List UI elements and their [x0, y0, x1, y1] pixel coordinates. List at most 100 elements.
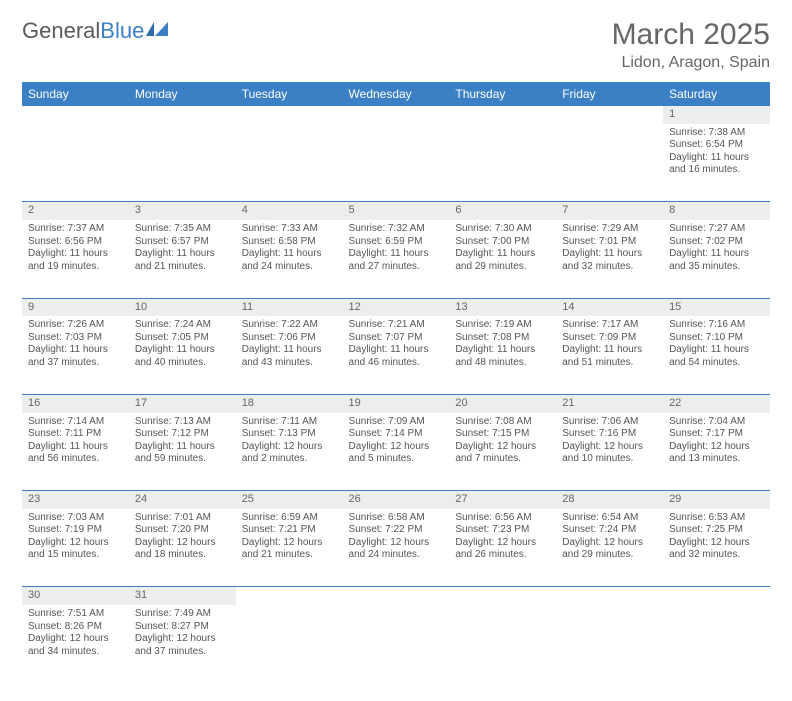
day-cell: Sunrise: 7:33 AMSunset: 6:58 PMDaylight:…	[236, 220, 343, 298]
day-cell: Sunrise: 7:08 AMSunset: 7:15 PMDaylight:…	[449, 413, 556, 491]
calendar-table: SundayMondayTuesdayWednesdayThursdayFrid…	[22, 82, 770, 683]
sunrise-line: Sunrise: 7:01 AM	[135, 512, 230, 525]
daylight-line: Daylight: 12 hours and 26 minutes.	[455, 537, 550, 562]
daylight-line: Daylight: 12 hours and 15 minutes.	[28, 537, 123, 562]
day-cell: Sunrise: 7:37 AMSunset: 6:56 PMDaylight:…	[22, 220, 129, 298]
daylight-line: Daylight: 11 hours and 24 minutes.	[242, 248, 337, 273]
day-number-row: 1	[22, 106, 770, 124]
day-number-row: 9101112131415	[22, 298, 770, 316]
day-cell: Sunrise: 7:09 AMSunset: 7:14 PMDaylight:…	[343, 413, 450, 491]
sunset-line: Sunset: 7:24 PM	[562, 524, 657, 537]
day-cell	[343, 605, 450, 683]
sunrise-line: Sunrise: 7:38 AM	[669, 127, 764, 140]
day-number: 11	[236, 298, 343, 316]
title-block: March 2025 Lidon, Aragon, Spain	[612, 18, 770, 72]
day-cell	[129, 124, 236, 202]
day-cell: Sunrise: 7:11 AMSunset: 7:13 PMDaylight:…	[236, 413, 343, 491]
day-number	[449, 106, 556, 124]
sunset-line: Sunset: 7:03 PM	[28, 332, 123, 345]
day-number: 28	[556, 491, 663, 509]
daylight-line: Daylight: 12 hours and 7 minutes.	[455, 441, 550, 466]
daylight-line: Daylight: 12 hours and 24 minutes.	[349, 537, 444, 562]
sunset-line: Sunset: 7:16 PM	[562, 428, 657, 441]
sunrise-line: Sunrise: 7:26 AM	[28, 319, 123, 332]
sunrise-line: Sunrise: 7:03 AM	[28, 512, 123, 525]
sunset-line: Sunset: 8:27 PM	[135, 621, 230, 634]
day-cell: Sunrise: 7:14 AMSunset: 7:11 PMDaylight:…	[22, 413, 129, 491]
day-number: 19	[343, 394, 450, 412]
sunrise-line: Sunrise: 7:08 AM	[455, 416, 550, 429]
daylight-line: Daylight: 11 hours and 54 minutes.	[669, 344, 764, 369]
day-number: 2	[22, 202, 129, 220]
sunset-line: Sunset: 6:54 PM	[669, 139, 764, 152]
sunset-line: Sunset: 7:12 PM	[135, 428, 230, 441]
sunrise-line: Sunrise: 7:09 AM	[349, 416, 444, 429]
sunrise-line: Sunrise: 6:58 AM	[349, 512, 444, 525]
sunset-line: Sunset: 7:07 PM	[349, 332, 444, 345]
day-content-row: Sunrise: 7:37 AMSunset: 6:56 PMDaylight:…	[22, 220, 770, 298]
sunrise-line: Sunrise: 6:59 AM	[242, 512, 337, 525]
sunrise-line: Sunrise: 7:21 AM	[349, 319, 444, 332]
daylight-line: Daylight: 12 hours and 21 minutes.	[242, 537, 337, 562]
day-cell: Sunrise: 7:04 AMSunset: 7:17 PMDaylight:…	[663, 413, 770, 491]
sunset-line: Sunset: 7:09 PM	[562, 332, 657, 345]
sunset-line: Sunset: 7:14 PM	[349, 428, 444, 441]
sunset-line: Sunset: 6:56 PM	[28, 236, 123, 249]
sunset-line: Sunset: 7:08 PM	[455, 332, 550, 345]
weekday-header: Thursday	[449, 82, 556, 106]
day-cell: Sunrise: 7:17 AMSunset: 7:09 PMDaylight:…	[556, 316, 663, 394]
day-cell: Sunrise: 7:16 AMSunset: 7:10 PMDaylight:…	[663, 316, 770, 394]
day-content-row: Sunrise: 7:03 AMSunset: 7:19 PMDaylight:…	[22, 509, 770, 587]
day-cell	[663, 605, 770, 683]
daylight-line: Daylight: 11 hours and 19 minutes.	[28, 248, 123, 273]
sunset-line: Sunset: 7:11 PM	[28, 428, 123, 441]
day-number: 31	[129, 587, 236, 605]
sunrise-line: Sunrise: 7:30 AM	[455, 223, 550, 236]
daylight-line: Daylight: 11 hours and 37 minutes.	[28, 344, 123, 369]
day-cell: Sunrise: 7:30 AMSunset: 7:00 PMDaylight:…	[449, 220, 556, 298]
day-cell: Sunrise: 7:32 AMSunset: 6:59 PMDaylight:…	[343, 220, 450, 298]
sunrise-line: Sunrise: 7:17 AM	[562, 319, 657, 332]
logo: GeneralBlue	[22, 18, 172, 44]
sunset-line: Sunset: 7:10 PM	[669, 332, 764, 345]
sunrise-line: Sunrise: 7:04 AM	[669, 416, 764, 429]
daylight-line: Daylight: 12 hours and 32 minutes.	[669, 537, 764, 562]
day-cell: Sunrise: 6:59 AMSunset: 7:21 PMDaylight:…	[236, 509, 343, 587]
sunset-line: Sunset: 7:06 PM	[242, 332, 337, 345]
sunrise-line: Sunrise: 7:33 AM	[242, 223, 337, 236]
day-number	[236, 587, 343, 605]
day-cell: Sunrise: 7:03 AMSunset: 7:19 PMDaylight:…	[22, 509, 129, 587]
day-number: 18	[236, 394, 343, 412]
weekday-header: Saturday	[663, 82, 770, 106]
sunrise-line: Sunrise: 7:37 AM	[28, 223, 123, 236]
day-content-row: Sunrise: 7:26 AMSunset: 7:03 PMDaylight:…	[22, 316, 770, 394]
day-number: 10	[129, 298, 236, 316]
day-number: 3	[129, 202, 236, 220]
sunrise-line: Sunrise: 7:22 AM	[242, 319, 337, 332]
day-cell: Sunrise: 7:51 AMSunset: 8:26 PMDaylight:…	[22, 605, 129, 683]
day-number: 27	[449, 491, 556, 509]
day-number: 4	[236, 202, 343, 220]
sunrise-line: Sunrise: 6:54 AM	[562, 512, 657, 525]
day-cell: Sunrise: 6:58 AMSunset: 7:22 PMDaylight:…	[343, 509, 450, 587]
sunrise-line: Sunrise: 7:29 AM	[562, 223, 657, 236]
sunset-line: Sunset: 7:23 PM	[455, 524, 550, 537]
sunrise-line: Sunrise: 7:49 AM	[135, 608, 230, 621]
day-number	[343, 587, 450, 605]
sunset-line: Sunset: 7:21 PM	[242, 524, 337, 537]
sunrise-line: Sunrise: 7:35 AM	[135, 223, 230, 236]
day-number: 12	[343, 298, 450, 316]
sunrise-line: Sunrise: 7:27 AM	[669, 223, 764, 236]
day-cell: Sunrise: 7:38 AMSunset: 6:54 PMDaylight:…	[663, 124, 770, 202]
day-number: 17	[129, 394, 236, 412]
day-content-row: Sunrise: 7:51 AMSunset: 8:26 PMDaylight:…	[22, 605, 770, 683]
daylight-line: Daylight: 11 hours and 35 minutes.	[669, 248, 764, 273]
daylight-line: Daylight: 12 hours and 5 minutes.	[349, 441, 444, 466]
day-number: 9	[22, 298, 129, 316]
day-cell: Sunrise: 7:21 AMSunset: 7:07 PMDaylight:…	[343, 316, 450, 394]
sunset-line: Sunset: 6:59 PM	[349, 236, 444, 249]
daylight-line: Daylight: 11 hours and 40 minutes.	[135, 344, 230, 369]
day-cell: Sunrise: 7:26 AMSunset: 7:03 PMDaylight:…	[22, 316, 129, 394]
day-cell	[236, 605, 343, 683]
sunrise-line: Sunrise: 7:19 AM	[455, 319, 550, 332]
